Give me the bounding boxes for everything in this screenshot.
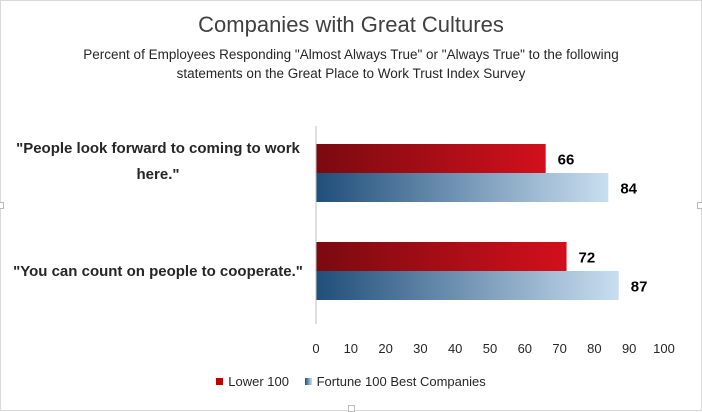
resize-handle-right[interactable]: [697, 202, 702, 209]
x-tick-label: 80: [587, 341, 601, 356]
legend: Lower 100 Fortune 100 Best Companies: [0, 374, 702, 389]
legend-label-fortune-100: Fortune 100 Best Companies: [316, 374, 486, 389]
bar-lower-100: [316, 242, 567, 271]
resize-handle-left[interactable]: [0, 202, 4, 209]
x-tick-label: 100: [653, 341, 675, 356]
legend-label-lower-100: Lower 100: [228, 374, 289, 389]
x-tick-label: 0: [312, 341, 319, 356]
x-tick-label: 10: [344, 341, 358, 356]
chart-title: Companies with Great Cultures: [198, 12, 504, 37]
x-tick-label: 70: [552, 341, 566, 356]
category-label: "People look forward to coming to work he…: [16, 140, 300, 183]
x-tick-label: 90: [622, 341, 636, 356]
legend-swatch-lower-100: [216, 378, 224, 385]
legend-item-fortune-100: Fortune 100 Best Companies: [304, 374, 486, 389]
x-tick-label: 30: [413, 341, 427, 356]
x-tick-label: 60: [518, 341, 532, 356]
data-label: 84: [620, 181, 637, 198]
data-label: 72: [579, 250, 596, 267]
bar-fortune-100: [316, 173, 609, 202]
data-label: 87: [631, 279, 648, 296]
category-label: "You can count on people to cooperate.": [13, 263, 303, 280]
x-tick-label: 40: [448, 341, 462, 356]
data-label: 66: [558, 152, 575, 169]
bar-lower-100: [316, 144, 546, 173]
x-tick-label: 50: [483, 341, 497, 356]
legend-item-lower-100: Lower 100: [216, 374, 289, 389]
x-tick-label: 20: [378, 341, 392, 356]
chart-subtitle: Percent of Employees Responding "Almost …: [83, 47, 619, 81]
bar-fortune-100: [316, 271, 619, 300]
legend-swatch-fortune-100: [304, 378, 312, 385]
